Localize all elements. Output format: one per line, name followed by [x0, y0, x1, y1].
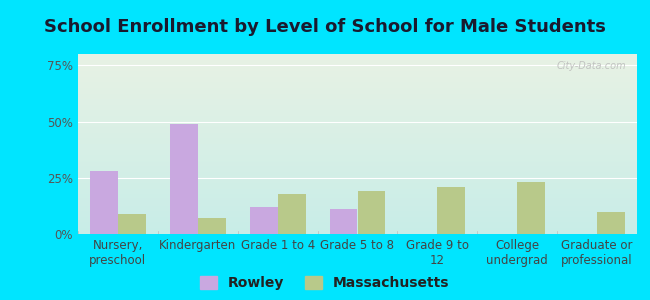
Bar — [358, 191, 385, 234]
Bar — [90, 171, 118, 234]
Text: School Enrollment by Level of School for Male Students: School Enrollment by Level of School for… — [44, 18, 606, 36]
Bar — [118, 214, 146, 234]
Legend: Rowley, Massachusetts: Rowley, Massachusetts — [200, 276, 450, 290]
Bar — [198, 218, 226, 234]
Bar — [250, 207, 278, 234]
Bar — [597, 212, 625, 234]
Text: City-Data.com: City-Data.com — [556, 61, 626, 71]
Bar — [437, 187, 465, 234]
Bar — [330, 209, 358, 234]
Bar — [278, 194, 306, 234]
Bar — [517, 182, 545, 234]
Bar — [170, 124, 198, 234]
